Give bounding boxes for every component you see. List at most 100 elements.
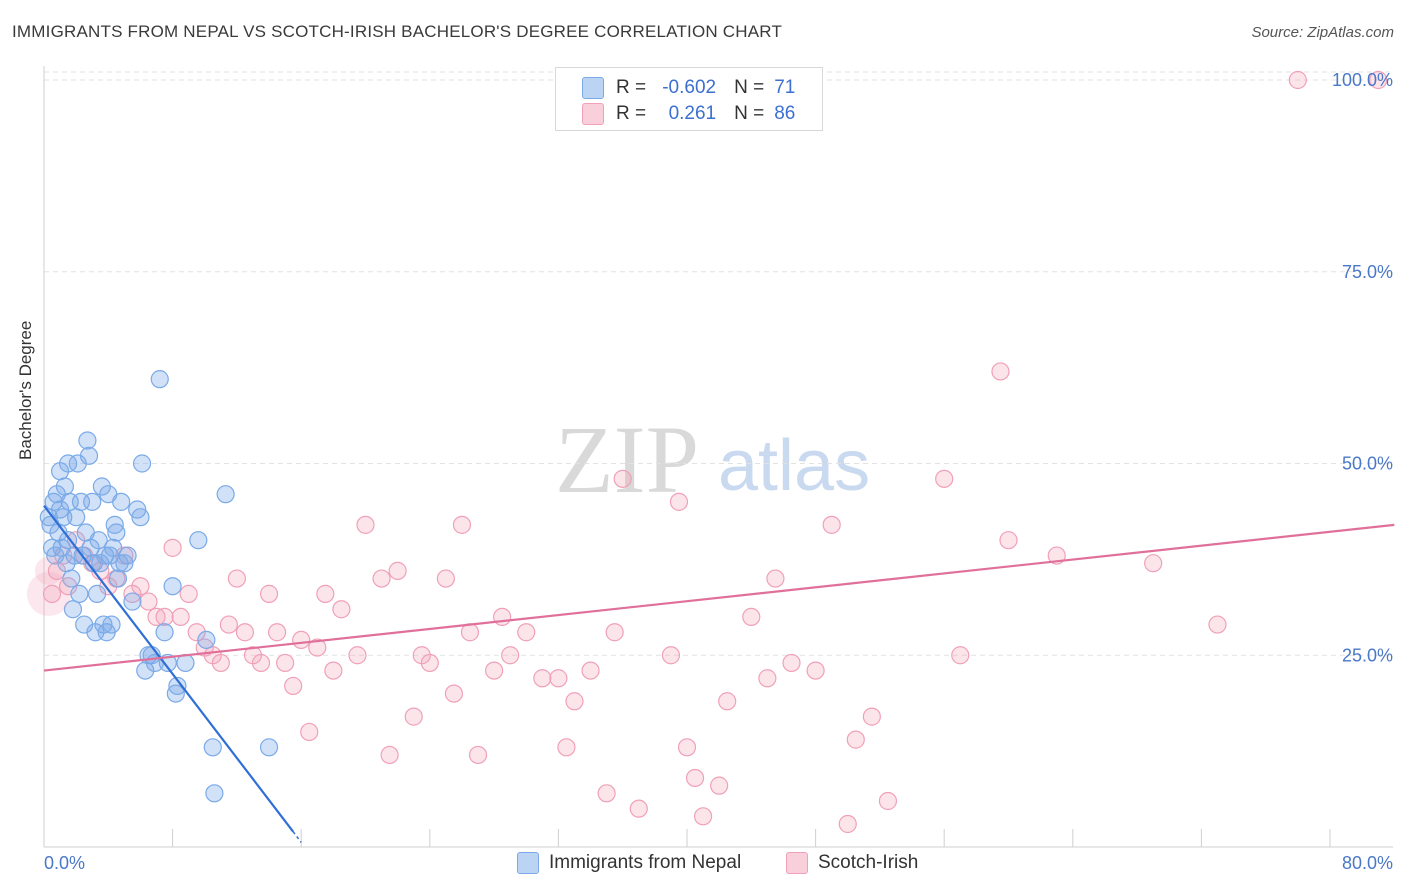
trend-line-scotch-irish bbox=[43, 523, 1395, 672]
point-nepal bbox=[132, 454, 152, 473]
point-nepal bbox=[104, 538, 123, 557]
point-scotch-irish bbox=[292, 630, 311, 650]
point-scotch-irish bbox=[187, 623, 206, 642]
point-scotch-irish bbox=[47, 561, 66, 580]
bottom-legend: Immigrants from Nepal Scotch-Irish bbox=[0, 852, 1406, 878]
point-scotch-irish bbox=[324, 661, 343, 680]
point-scotch-irish bbox=[267, 623, 287, 642]
point-scotch-irish bbox=[517, 623, 536, 642]
point-scotch-irish bbox=[846, 730, 865, 749]
point-scotch-irish bbox=[557, 738, 576, 757]
chart-title: IMMIGRANTS FROM NEPAL VS SCOTCH-IRISH BA… bbox=[12, 22, 783, 41]
x-tick-label: 80.0% bbox=[1342, 853, 1393, 873]
point-scotch-irish bbox=[661, 646, 681, 665]
point-nepal bbox=[55, 477, 74, 496]
legend: R = -0.602 N = 71 R = 0.261 N = 86 bbox=[555, 67, 823, 131]
point-scotch-irish bbox=[356, 515, 375, 534]
point-scotch-irish bbox=[251, 653, 271, 673]
point-scotch-irish bbox=[935, 469, 954, 488]
point-scotch-irish bbox=[452, 515, 472, 534]
point-scotch-irish bbox=[669, 492, 689, 511]
point-scotch-irish bbox=[862, 707, 881, 726]
point-scotch-irish bbox=[171, 607, 190, 627]
trend-lines bbox=[43, 505, 1395, 843]
point-scotch-irish bbox=[276, 653, 295, 673]
point-scotch-irish bbox=[444, 684, 464, 703]
point-scotch-irish bbox=[878, 791, 898, 811]
point-scotch-irish bbox=[1369, 70, 1388, 90]
point-scotch-irish bbox=[34, 556, 63, 585]
point-scotch-irish bbox=[758, 669, 777, 688]
legend-r-value-scotch-irish: 0.261 bbox=[668, 103, 717, 124]
legend-row-scotch-irish: R = 0.261 N = 86 bbox=[582, 102, 795, 126]
source-label: Source: ZipAtlas.com bbox=[1251, 24, 1394, 41]
watermark-zip: ZIP bbox=[555, 406, 699, 513]
point-scotch-irish bbox=[155, 607, 174, 627]
point-nepal bbox=[63, 600, 83, 619]
bottom-legend-nepal: Immigrants from Nepal bbox=[517, 852, 741, 874]
point-nepal bbox=[259, 738, 279, 757]
point-scotch-irish bbox=[348, 646, 367, 665]
point-nepal bbox=[59, 454, 78, 473]
point-nepal bbox=[166, 684, 185, 703]
point-scotch-irish bbox=[131, 577, 150, 596]
point-scotch-irish bbox=[782, 653, 801, 673]
point-nepal bbox=[155, 623, 174, 642]
point-scotch-irish bbox=[999, 531, 1018, 550]
point-scotch-irish bbox=[388, 561, 407, 580]
point-scotch-irish bbox=[581, 661, 600, 680]
point-nepal bbox=[163, 577, 182, 596]
point-nepal bbox=[79, 446, 99, 465]
point-scotch-irish bbox=[300, 722, 319, 742]
y-tick-label: 75.0% bbox=[1342, 262, 1393, 282]
axes bbox=[43, 66, 1393, 848]
point-scotch-irish bbox=[822, 515, 841, 534]
point-nepal bbox=[67, 508, 86, 527]
bottom-legend-label-scotch-irish: Scotch-Irish bbox=[818, 852, 919, 873]
point-scotch-irish bbox=[227, 569, 246, 588]
legend-r-value-nepal: -0.602 bbox=[662, 77, 717, 98]
point-scotch-irish bbox=[501, 646, 520, 665]
point-scotch-irish bbox=[219, 615, 238, 634]
point-scotch-irish bbox=[179, 584, 198, 603]
point-nepal bbox=[118, 546, 137, 565]
point-scotch-irish bbox=[613, 469, 632, 488]
point-scotch-irish bbox=[565, 692, 584, 711]
point-scotch-irish bbox=[372, 569, 391, 588]
point-nepal bbox=[87, 584, 107, 603]
point-nepal bbox=[62, 569, 81, 588]
legend-n-label: N = bbox=[734, 77, 765, 98]
y-tick-label: 100.0% bbox=[1332, 70, 1393, 90]
bottom-legend-swatch-nepal bbox=[517, 852, 539, 874]
point-nepal bbox=[150, 370, 169, 389]
tick-labels: 25.0% 50.0% 75.0% 100.0% 0.0% 80.0% bbox=[44, 70, 1393, 873]
legend-n-value-nepal: 71 bbox=[774, 77, 796, 98]
point-scotch-irish bbox=[710, 776, 729, 795]
trend-line-nepal-extension bbox=[292, 831, 302, 843]
legend-r-label: R = bbox=[616, 77, 647, 98]
watermark-atlas: atlas bbox=[718, 426, 870, 506]
point-scotch-irish bbox=[838, 814, 857, 834]
legend-r-label: R = bbox=[616, 103, 647, 124]
point-scotch-irish bbox=[420, 653, 439, 673]
point-nepal bbox=[123, 592, 142, 611]
point-scotch-irish bbox=[468, 745, 488, 765]
bottom-legend-label-nepal: Immigrants from Nepal bbox=[549, 852, 742, 873]
point-nepal bbox=[136, 661, 155, 680]
point-nepal bbox=[205, 784, 224, 803]
point-nepal bbox=[216, 485, 235, 504]
legend-n-label: N = bbox=[734, 103, 765, 124]
point-nepal bbox=[168, 676, 187, 696]
legend-swatch-nepal bbox=[582, 77, 604, 99]
point-nepal bbox=[105, 515, 124, 534]
point-nepal bbox=[203, 738, 222, 757]
legend-n-value-scotch-irish: 86 bbox=[774, 103, 796, 124]
point-scotch-irish bbox=[1208, 615, 1227, 634]
point-nepal bbox=[197, 630, 216, 650]
x-tick-label: 0.0% bbox=[44, 853, 85, 873]
y-tick-label: 25.0% bbox=[1342, 645, 1393, 665]
data-points bbox=[26, 70, 1388, 834]
point-scotch-irish bbox=[605, 623, 624, 642]
point-scotch-irish bbox=[284, 676, 303, 696]
point-nepal bbox=[102, 615, 121, 634]
